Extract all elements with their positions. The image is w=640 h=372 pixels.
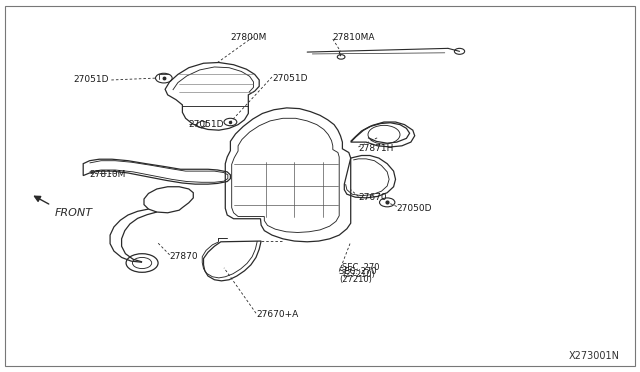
Text: 27810M: 27810M [90,170,126,179]
Text: FRONT: FRONT [55,208,93,218]
Text: 27871H: 27871H [358,144,394,153]
Text: 27870: 27870 [170,252,198,261]
Text: SEC. 270: SEC. 270 [339,267,377,276]
Text: 27051D: 27051D [74,76,109,84]
Text: 27051D: 27051D [272,74,307,83]
Text: 27800M: 27800M [230,33,267,42]
Text: 27050D: 27050D [397,204,432,213]
Text: 27810MA: 27810MA [333,33,375,42]
Text: (27210): (27210) [339,275,372,284]
Text: X273001N: X273001N [568,351,620,361]
Text: SEC. 270: SEC. 270 [342,263,380,272]
Text: 27051D: 27051D [189,120,224,129]
Text: (27210): (27210) [342,270,374,279]
Text: 27670+A: 27670+A [256,310,298,319]
Text: 27670: 27670 [358,193,387,202]
